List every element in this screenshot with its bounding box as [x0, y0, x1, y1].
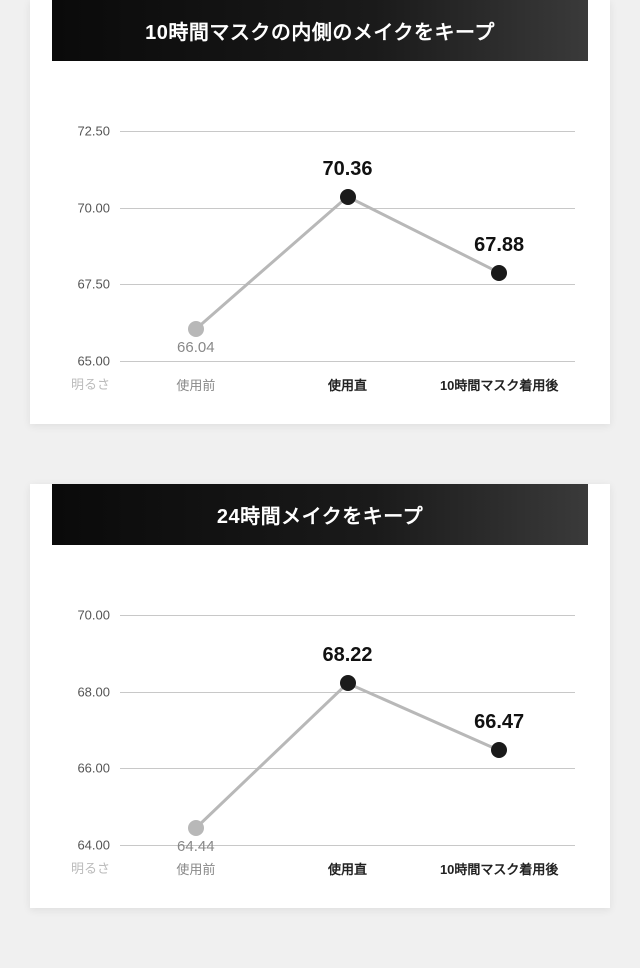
y-tick-label: 70.00 — [50, 200, 110, 215]
x-tick-label: 10時間マスク着用後 — [423, 859, 575, 878]
gridline — [120, 361, 575, 362]
data-point-marker — [340, 675, 356, 691]
data-point-label: 67.88 — [474, 234, 524, 257]
chart-area: 65.0067.5070.0072.5066.0470.3667.88明るさ使用… — [60, 131, 580, 394]
chart-panel: 10時間マスクの内側のメイクをキープ 65.00 67.50 70.00 72.50 66… — [30, 0, 610, 424]
data-point-marker — [491, 742, 507, 758]
data-point-marker — [188, 820, 204, 836]
x-tick-label: 使用直 — [272, 375, 424, 394]
data-point-label: 68.22 — [322, 644, 372, 667]
y-tick-label: 65.00 — [50, 354, 110, 369]
x-tick-label: 使用前 — [120, 375, 272, 394]
data-point-label: 66.04 — [177, 339, 215, 356]
brightness-label: 明るさ — [50, 858, 110, 877]
y-tick-label: 68.00 — [50, 684, 110, 699]
x-axis: 使用前使用直10時間マスク着用後 — [120, 859, 575, 878]
data-point-label: 70.36 — [322, 158, 372, 181]
x-axis: 使用前使用直10時間マスク着用後 — [120, 375, 575, 394]
chart-title: 24時間メイクをキープ — [52, 484, 588, 545]
y-tick-label: 66.00 — [50, 761, 110, 776]
data-point-label: 64.44 — [177, 838, 215, 855]
x-tick-label: 使用前 — [120, 859, 272, 878]
data-point-marker — [188, 321, 204, 337]
y-tick-label: 64.00 — [50, 838, 110, 853]
chart-panel: 24時間メイクをキープ 64.00 66.00 68.00 70.00 64.44 68.2… — [30, 484, 610, 908]
chart-plot: 64.0066.0068.0070.0064.4468.2266.47明るさ — [60, 615, 580, 845]
chart-plot: 65.0067.5070.0072.5066.0470.3667.88明るさ — [60, 131, 580, 361]
chart-line — [196, 197, 499, 329]
chart-title: 10時間マスクの内側のメイクをキープ — [52, 0, 588, 61]
chart-area: 64.0066.0068.0070.0064.4468.2266.47明るさ使用… — [60, 615, 580, 878]
y-tick-label: 72.50 — [50, 124, 110, 139]
data-point-marker — [340, 189, 356, 205]
x-tick-label: 10時間マスク着用後 — [423, 375, 575, 394]
chart-line — [196, 683, 499, 828]
y-tick-label: 70.00 — [50, 608, 110, 623]
data-point-label: 66.47 — [474, 711, 524, 734]
y-tick-label: 67.50 — [50, 277, 110, 292]
x-tick-label: 使用直 — [272, 859, 424, 878]
brightness-label: 明るさ — [50, 374, 110, 393]
data-point-marker — [491, 265, 507, 281]
